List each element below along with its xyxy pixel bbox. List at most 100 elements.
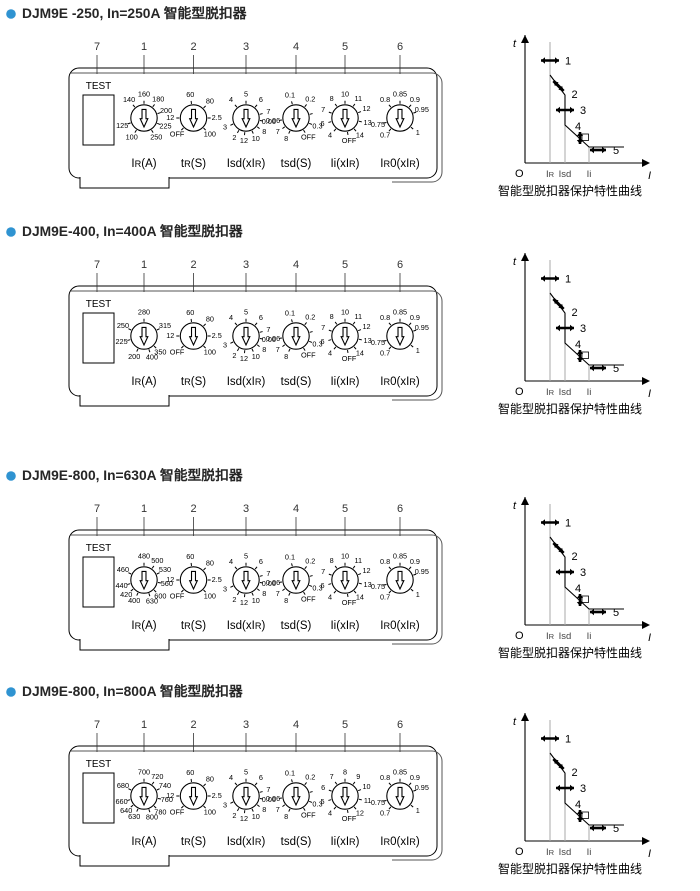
svg-text:DJM9E-400, In=400A 智能型脱扣器: DJM9E-400, In=400A 智能型脱扣器 bbox=[22, 223, 243, 239]
svg-text:智能型脱扣器保护特性曲线: 智能型脱扣器保护特性曲线 bbox=[498, 401, 642, 416]
svg-text:4: 4 bbox=[229, 313, 233, 322]
svg-text:8: 8 bbox=[343, 768, 347, 777]
svg-text:DJM9E-800, In=630A 智能型脱扣器: DJM9E-800, In=630A 智能型脱扣器 bbox=[22, 467, 243, 483]
svg-text:8: 8 bbox=[330, 94, 334, 103]
svg-text:10: 10 bbox=[252, 352, 260, 361]
svg-text:8: 8 bbox=[262, 805, 266, 814]
svg-text:Ii: Ii bbox=[587, 387, 592, 398]
svg-text:IR: IR bbox=[546, 631, 555, 642]
svg-text:OFF: OFF bbox=[170, 129, 185, 138]
svg-text:tsd(S): tsd(S) bbox=[281, 836, 312, 848]
svg-text:630: 630 bbox=[146, 597, 158, 606]
svg-text:4: 4 bbox=[328, 809, 332, 818]
svg-text:1: 1 bbox=[416, 806, 420, 815]
svg-text:680: 680 bbox=[117, 781, 129, 790]
svg-text:0.8: 0.8 bbox=[380, 95, 390, 104]
svg-text:0.9: 0.9 bbox=[410, 773, 420, 782]
svg-text:6: 6 bbox=[397, 41, 403, 53]
svg-text:1: 1 bbox=[565, 56, 571, 68]
svg-text:60: 60 bbox=[186, 90, 194, 99]
svg-text:1: 1 bbox=[141, 719, 147, 731]
svg-text:0.2: 0.2 bbox=[305, 557, 315, 566]
svg-text:6: 6 bbox=[397, 503, 403, 515]
svg-text:3: 3 bbox=[243, 259, 249, 271]
svg-text:6: 6 bbox=[397, 259, 403, 271]
svg-text:0.06: 0.06 bbox=[266, 578, 280, 587]
svg-text:tR(S): tR(S) bbox=[181, 620, 206, 632]
svg-text:Isd: Isd bbox=[559, 847, 572, 858]
svg-text:0.85: 0.85 bbox=[393, 308, 407, 317]
svg-text:tsd(S): tsd(S) bbox=[281, 620, 312, 632]
svg-text:IR(A): IR(A) bbox=[131, 158, 156, 170]
svg-text:2: 2 bbox=[190, 41, 196, 53]
svg-text:4: 4 bbox=[229, 95, 233, 104]
svg-text:100: 100 bbox=[204, 129, 216, 138]
svg-text:440: 440 bbox=[115, 581, 127, 590]
svg-text:tR(S): tR(S) bbox=[181, 158, 206, 170]
svg-text:Ii(xIR): Ii(xIR) bbox=[330, 620, 359, 632]
svg-text:12: 12 bbox=[166, 791, 174, 800]
svg-text:60: 60 bbox=[186, 768, 194, 777]
svg-text:100: 100 bbox=[204, 591, 216, 600]
svg-text:2: 2 bbox=[232, 595, 236, 604]
svg-text:0.95: 0.95 bbox=[415, 105, 429, 114]
svg-text:0.85: 0.85 bbox=[393, 768, 407, 777]
svg-text:6: 6 bbox=[321, 783, 325, 792]
svg-text:3: 3 bbox=[223, 585, 227, 594]
svg-text:智能型脱扣器保护特性曲线: 智能型脱扣器保护特性曲线 bbox=[498, 645, 642, 660]
svg-text:1: 1 bbox=[565, 518, 571, 530]
svg-text:5: 5 bbox=[342, 259, 348, 271]
svg-text:Isd: Isd bbox=[559, 387, 572, 398]
svg-text:3: 3 bbox=[223, 341, 227, 350]
svg-text:0.06: 0.06 bbox=[266, 116, 280, 125]
svg-text:IR: IR bbox=[546, 847, 555, 858]
svg-text:0.9: 0.9 bbox=[410, 313, 420, 322]
svg-text:智能型脱扣器保护特性曲线: 智能型脱扣器保护特性曲线 bbox=[498, 861, 642, 876]
svg-text:7: 7 bbox=[94, 259, 100, 271]
svg-text:0.2: 0.2 bbox=[305, 313, 315, 322]
svg-text:4: 4 bbox=[229, 773, 233, 782]
svg-text:O: O bbox=[515, 630, 524, 642]
svg-text:0.2: 0.2 bbox=[305, 773, 315, 782]
svg-text:1: 1 bbox=[141, 259, 147, 271]
svg-text:OFF: OFF bbox=[342, 598, 357, 607]
svg-text:10: 10 bbox=[252, 812, 260, 821]
svg-text:640: 640 bbox=[120, 806, 132, 815]
svg-text:0.1: 0.1 bbox=[285, 769, 295, 778]
svg-text:80: 80 bbox=[206, 559, 214, 568]
svg-text:4: 4 bbox=[575, 121, 581, 133]
svg-text:660: 660 bbox=[115, 797, 127, 806]
svg-text:0.1: 0.1 bbox=[285, 91, 295, 100]
svg-text:10: 10 bbox=[341, 308, 349, 317]
svg-text:OFF: OFF bbox=[301, 351, 316, 360]
svg-text:3: 3 bbox=[223, 801, 227, 810]
svg-text:6: 6 bbox=[321, 337, 325, 346]
svg-text:tR(S): tR(S) bbox=[181, 376, 206, 388]
svg-text:8: 8 bbox=[284, 134, 288, 143]
svg-text:12: 12 bbox=[240, 136, 248, 145]
svg-text:1: 1 bbox=[416, 346, 420, 355]
svg-text:5: 5 bbox=[244, 552, 248, 561]
svg-text:4: 4 bbox=[575, 583, 581, 595]
svg-text:7: 7 bbox=[321, 567, 325, 576]
svg-text:TEST: TEST bbox=[86, 299, 112, 310]
svg-text:12: 12 bbox=[362, 566, 370, 575]
svg-text:14: 14 bbox=[356, 131, 364, 140]
svg-text:400: 400 bbox=[146, 353, 158, 362]
svg-text:3: 3 bbox=[580, 567, 586, 579]
svg-text:0.95: 0.95 bbox=[415, 567, 429, 576]
svg-text:5: 5 bbox=[342, 503, 348, 515]
svg-text:0.75: 0.75 bbox=[371, 338, 385, 347]
svg-text:8: 8 bbox=[330, 556, 334, 565]
svg-text:4: 4 bbox=[575, 799, 581, 811]
svg-text:7: 7 bbox=[276, 345, 280, 354]
svg-text:OFF: OFF bbox=[301, 133, 316, 142]
svg-text:0.9: 0.9 bbox=[410, 95, 420, 104]
svg-text:4: 4 bbox=[293, 259, 299, 271]
svg-text:0.06: 0.06 bbox=[266, 334, 280, 343]
svg-text:500: 500 bbox=[151, 556, 163, 565]
svg-text:0.95: 0.95 bbox=[415, 323, 429, 332]
svg-text:OFF: OFF bbox=[170, 807, 185, 816]
svg-text:280: 280 bbox=[138, 308, 150, 317]
svg-text:IR: IR bbox=[546, 169, 555, 180]
